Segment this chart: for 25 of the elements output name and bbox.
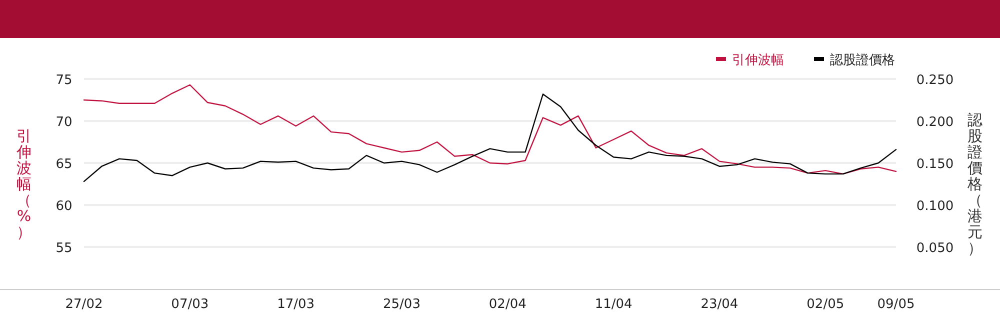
x-tick-label: 09/05 [877, 297, 915, 312]
x-tick-label: 27/02 [65, 297, 103, 312]
y-tick-label: 60 [56, 199, 72, 214]
x-tick-label: 17/03 [277, 297, 315, 312]
x-tick-label: 07/03 [171, 297, 209, 312]
line-series [83, 84, 897, 175]
x-tick-label: 02/04 [488, 297, 526, 312]
x-tick-label: 11/04 [594, 297, 632, 312]
x-tick-label: 23/04 [700, 297, 738, 312]
y2-tick-label: 0.250 [916, 73, 954, 88]
y-tick-label: 65 [56, 157, 72, 172]
y2-tick-label: 0.100 [916, 199, 954, 214]
y2-tick-label: 0.200 [916, 115, 954, 130]
y-tick-label: 55 [56, 241, 72, 256]
x-tick-label: 25/03 [383, 297, 420, 312]
y2-tick-label: 0.150 [916, 157, 954, 172]
x-tick-label: 02/05 [806, 297, 844, 312]
y-axis-title: 引伸波幅（%） [16, 127, 32, 241]
text: 認股證價格（港元） [968, 111, 982, 257]
y-tick-label: 70 [56, 115, 72, 130]
y2-tick-label: 0.050 [916, 241, 954, 256]
legend-label: 認股證價格 [830, 53, 895, 68]
legend-label: 引伸波幅 [732, 53, 784, 68]
y-tick-label: 75 [56, 73, 72, 88]
line-series [83, 94, 897, 182]
